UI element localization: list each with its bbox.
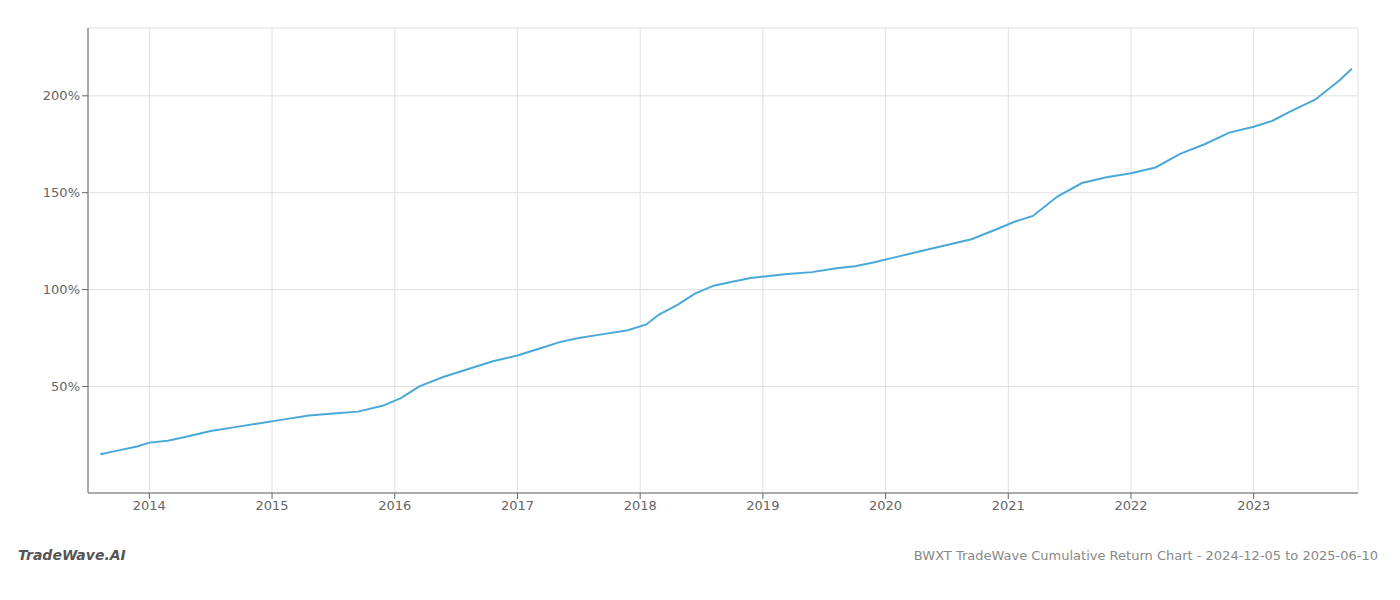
svg-text:2023: 2023	[1237, 498, 1270, 513]
svg-text:2018: 2018	[624, 498, 657, 513]
svg-text:2016: 2016	[378, 498, 411, 513]
svg-text:200%: 200%	[43, 88, 80, 103]
svg-text:50%: 50%	[51, 379, 80, 394]
svg-text:2020: 2020	[869, 498, 902, 513]
html-text:BWXT TradeWave Cumulative Retu: BWXT TradeWave Cumulative Return Chart -…	[913, 548, 1378, 563]
svg-text:150%: 150%	[43, 185, 80, 200]
svg-text:2021: 2021	[992, 498, 1025, 513]
svg-text:100%: 100%	[43, 282, 80, 297]
svg-text:2017: 2017	[501, 498, 534, 513]
svg-text:2015: 2015	[256, 498, 289, 513]
svg-text:2019: 2019	[746, 498, 779, 513]
svg-text:2014: 2014	[133, 498, 166, 513]
html-text:TradeWave.AI: TradeWave.AI	[18, 547, 126, 563]
svg-text:2022: 2022	[1114, 498, 1147, 513]
